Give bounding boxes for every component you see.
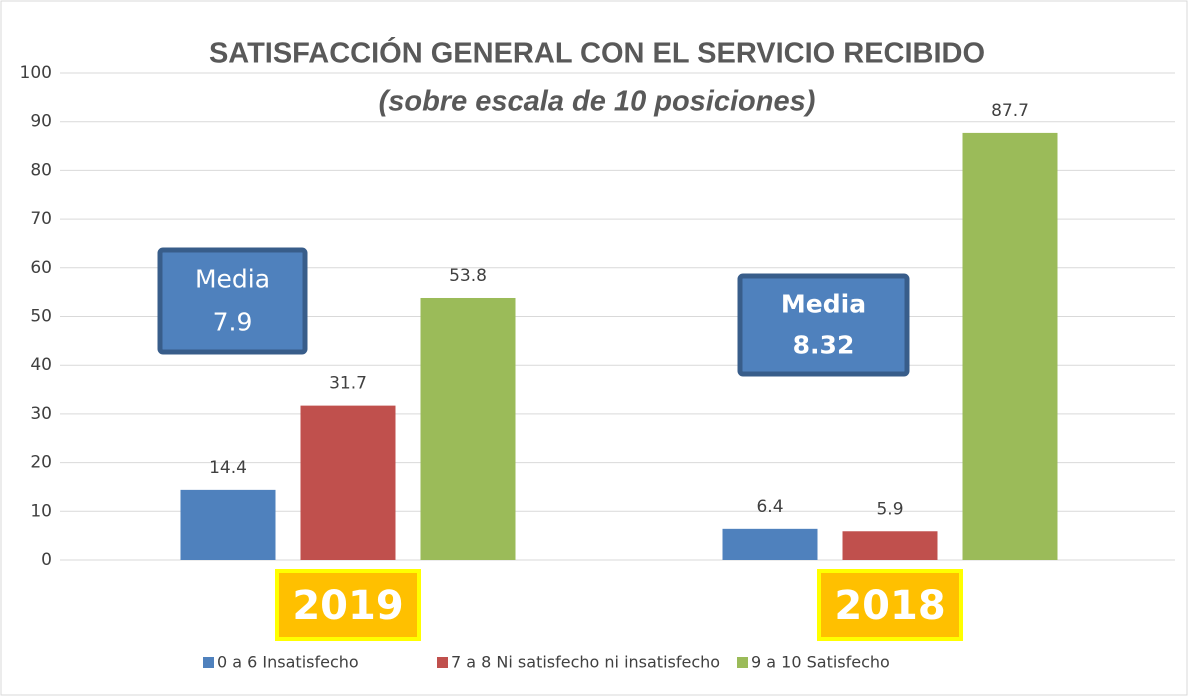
y-tick-label: 10 <box>30 501 52 521</box>
x-tick-label: 2019 <box>292 583 403 629</box>
bar <box>180 489 276 560</box>
legend-label: 9 a 10 Satisfecho <box>751 653 890 672</box>
legend-swatch <box>737 657 748 668</box>
y-tick-label: 0 <box>41 550 52 570</box>
annotation-box <box>157 247 308 355</box>
bar <box>962 132 1058 560</box>
legend-label: 7 a 8 Ni satisfecho ni insatisfecho <box>451 653 720 672</box>
y-tick-label: 90 <box>30 112 52 132</box>
legend-swatch <box>437 657 448 668</box>
bar <box>300 405 396 560</box>
y-tick-label: 80 <box>30 160 52 180</box>
annotation-text: Media <box>195 265 270 294</box>
annotation-text: Media <box>781 289 866 318</box>
data-label: 53.8 <box>449 266 487 286</box>
chart-title: SATISFACCIÓN GENERAL CON EL SERVICIO REC… <box>209 36 985 70</box>
bar <box>420 297 516 560</box>
y-tick-label: 40 <box>30 355 52 375</box>
y-tick-label: 100 <box>20 63 52 83</box>
legend-swatch <box>203 657 214 668</box>
chart-subtitle: (sobre escala de 10 posiciones) <box>379 86 816 118</box>
y-tick-label: 20 <box>30 453 52 473</box>
y-tick-label: 30 <box>30 404 52 424</box>
category-box <box>817 569 963 641</box>
legend-label: 0 a 6 Insatisfecho <box>217 653 359 672</box>
bar <box>722 528 818 560</box>
annotation-text: 7.9 <box>213 307 253 336</box>
annotation-box <box>737 273 910 377</box>
data-label: 5.9 <box>876 499 903 519</box>
data-label: 87.7 <box>991 101 1029 121</box>
data-label: 31.7 <box>329 374 367 394</box>
y-tick-label: 50 <box>30 307 52 327</box>
bar <box>842 531 938 560</box>
category-box <box>275 569 421 641</box>
data-label: 6.4 <box>756 497 783 517</box>
y-tick-label: 70 <box>30 209 52 229</box>
x-tick-label: 2018 <box>834 583 945 629</box>
annotation-text: 8.32 <box>793 331 855 360</box>
y-tick-label: 60 <box>30 258 52 278</box>
data-label: 14.4 <box>209 458 247 478</box>
